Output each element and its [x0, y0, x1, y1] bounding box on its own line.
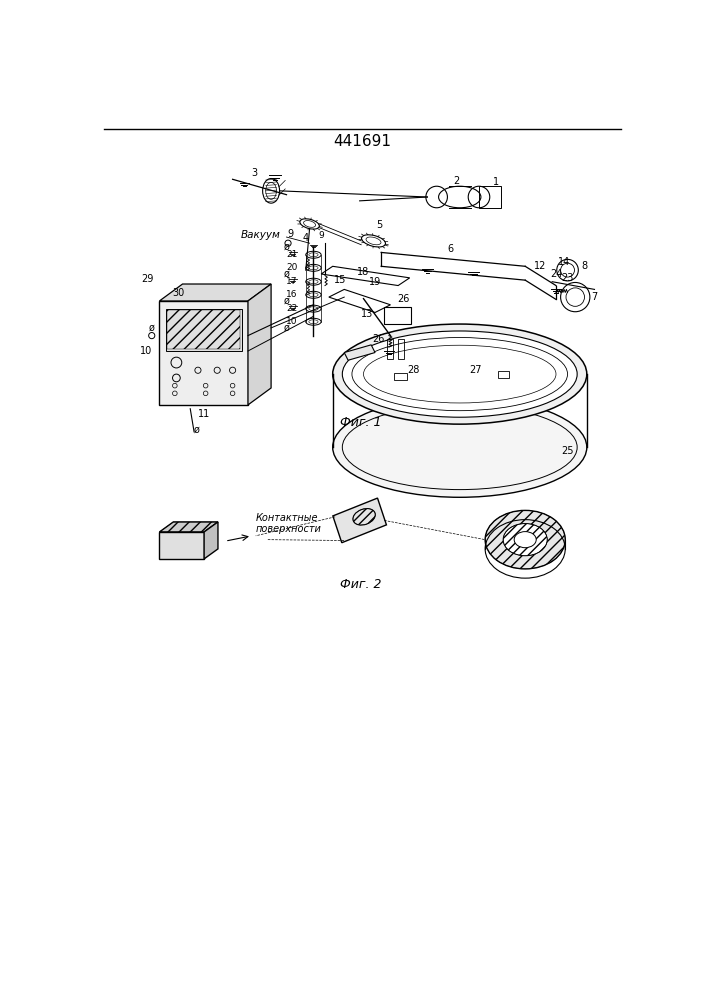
Bar	[395, 373, 407, 380]
Text: 8: 8	[581, 261, 588, 271]
Ellipse shape	[342, 331, 577, 417]
Text: 21: 21	[286, 250, 298, 259]
Text: 9: 9	[318, 231, 324, 240]
Text: 22: 22	[286, 304, 298, 313]
Ellipse shape	[333, 397, 587, 497]
Text: 11: 11	[197, 409, 210, 419]
Ellipse shape	[333, 324, 587, 424]
Text: 16: 16	[286, 290, 298, 299]
Text: ø: ø	[284, 269, 289, 279]
Polygon shape	[344, 345, 375, 360]
Text: 18: 18	[357, 267, 370, 277]
Bar	[385, 307, 411, 324]
Text: 26: 26	[373, 334, 385, 344]
Text: 5: 5	[377, 220, 382, 230]
Text: 2: 2	[452, 176, 459, 186]
Text: Контактные
поверхности: Контактные поверхности	[256, 513, 322, 534]
Bar	[387, 339, 393, 359]
Polygon shape	[204, 522, 218, 559]
Ellipse shape	[485, 510, 565, 569]
Text: ø: ø	[284, 323, 289, 333]
Text: 7: 7	[591, 292, 597, 302]
Text: 17: 17	[286, 277, 298, 286]
Text: 23: 23	[561, 273, 573, 283]
Bar	[165, 309, 242, 351]
Text: 19: 19	[369, 277, 381, 287]
Bar	[479, 186, 501, 208]
Text: Фиг. 2: Фиг. 2	[341, 578, 382, 591]
Text: 20: 20	[286, 263, 298, 272]
Polygon shape	[160, 284, 271, 301]
Text: 4: 4	[303, 233, 309, 243]
Text: 9: 9	[287, 229, 293, 239]
Polygon shape	[333, 498, 387, 543]
Text: 1: 1	[493, 177, 499, 187]
Text: 15: 15	[334, 275, 346, 285]
Text: 27: 27	[469, 365, 481, 375]
Text: 441691: 441691	[334, 134, 392, 149]
Ellipse shape	[503, 524, 547, 556]
Text: ø: ø	[148, 323, 155, 333]
Bar	[498, 371, 509, 378]
Bar	[398, 339, 404, 359]
Text: ø: ø	[194, 425, 199, 435]
Text: 14: 14	[558, 257, 570, 267]
Text: 12: 12	[534, 261, 547, 271]
Polygon shape	[248, 284, 271, 405]
Text: 25: 25	[561, 446, 574, 456]
Text: Фиг. 1: Фиг. 1	[341, 416, 382, 429]
Text: ø: ø	[284, 296, 289, 306]
Text: 3: 3	[251, 168, 257, 178]
Text: 29: 29	[141, 274, 154, 284]
Text: 10: 10	[139, 346, 152, 356]
Text: 30: 30	[173, 288, 185, 298]
Text: 24: 24	[550, 269, 562, 279]
Text: 28: 28	[407, 365, 420, 375]
Polygon shape	[160, 301, 248, 405]
Polygon shape	[160, 532, 204, 559]
Text: 10: 10	[286, 317, 298, 326]
Text: 26: 26	[397, 294, 410, 304]
Ellipse shape	[514, 532, 536, 548]
Text: ø: ø	[284, 242, 289, 252]
Text: Вакуум: Вакуум	[240, 231, 280, 240]
Text: 6: 6	[448, 244, 454, 254]
Text: 13: 13	[361, 309, 373, 319]
Polygon shape	[160, 522, 218, 532]
